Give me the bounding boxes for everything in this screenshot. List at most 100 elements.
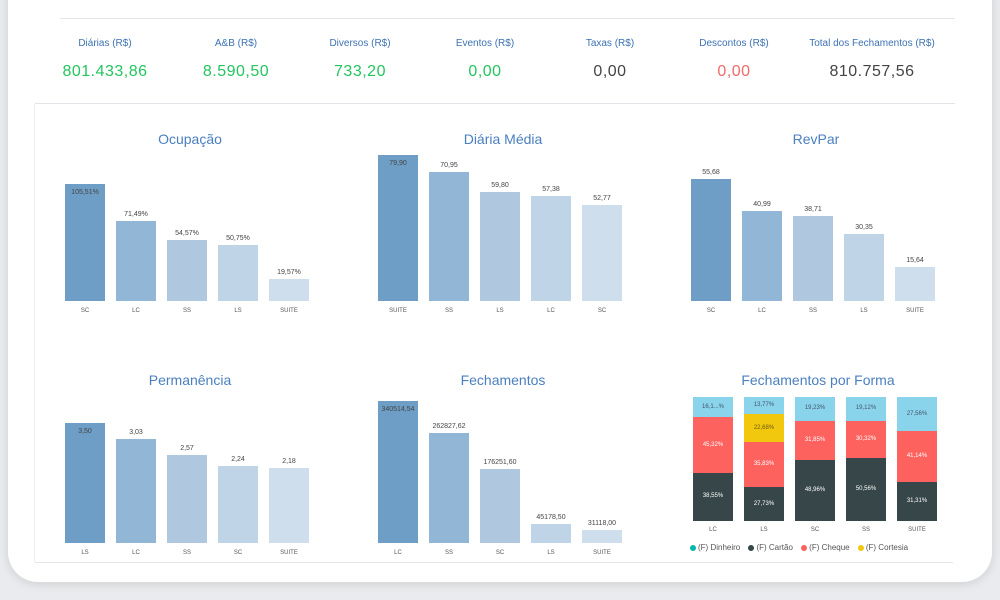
stacked-bar-ss[interactable]: 50,56% 30,32% 19,12% xyxy=(846,397,886,521)
chart-fechamentos[interactable]: Fechamentos 340514,54 LC 262827,62 SS 176251… xyxy=(373,372,633,562)
category-label: SUITE xyxy=(908,527,926,533)
legend-item-cartao[interactable]: (F) Cartão xyxy=(748,543,793,552)
bar-value-label: 3,50 xyxy=(78,428,92,435)
bar-sc[interactable] xyxy=(218,466,258,543)
segment--f-cart-o[interactable]: 38,55% xyxy=(693,473,733,521)
bar-value-label: 71,49% xyxy=(124,211,148,218)
bar-sc[interactable] xyxy=(65,184,105,301)
kpi-descontos[interactable]: Descontos (R$) 0,00 xyxy=(669,38,799,81)
segment--f-dinheiro[interactable]: 27,56% xyxy=(897,397,937,432)
segment--f-dinheiro[interactable]: 16,1...% xyxy=(693,397,733,418)
category-label: SC xyxy=(80,308,90,314)
stacked-bar-ls[interactable]: 27,73% 35,83% 22,68% 13,77% xyxy=(744,397,784,521)
bar-value-label: 2,57 xyxy=(180,445,194,452)
stacked-bar-lc[interactable]: 38,55% 45,32% 16,1...% xyxy=(693,397,733,521)
bar-ss[interactable] xyxy=(167,455,207,543)
kpi-value: 0,00 xyxy=(468,63,502,80)
bar-lc[interactable] xyxy=(742,211,782,301)
chart-ocupacao[interactable]: Ocupação 105,51% SC 71,49% LC 54,57% SS 50,75%… xyxy=(60,131,320,321)
segment--f-cart-o[interactable]: 31,31% xyxy=(897,482,937,521)
kpi-ab[interactable]: A&B (R$) 8.590,50 xyxy=(171,38,301,81)
segment--f-dinheiro[interactable]: 19,23% xyxy=(795,396,835,421)
bar-sc[interactable] xyxy=(691,179,731,301)
kpi-total-fechamentos[interactable]: Total dos Fechamentos (R$) 810.757,56 xyxy=(807,38,937,81)
bar-area: 105,51% SC 71,49% LC 54,57% SS 50,75% LS 19,57% S… xyxy=(60,173,320,314)
chart-diaria-media[interactable]: Diária Média 79,90 SUITE 70,95 SS 59,80 LS 57,… xyxy=(373,131,633,321)
kpi-value: 810.757,56 xyxy=(829,63,915,80)
bar-suite[interactable] xyxy=(582,530,622,543)
bar-ls[interactable] xyxy=(65,423,105,543)
bar-value-label: 3,03 xyxy=(129,429,143,436)
bar-sc[interactable] xyxy=(582,205,622,301)
bar-value-label: 55,68 xyxy=(702,169,720,176)
segment--f-dinheiro[interactable]: 19,12% xyxy=(846,397,886,421)
category-label: LC xyxy=(709,527,717,533)
legend-label: (F) Cortesia xyxy=(865,543,909,552)
bar-value-label: 38,71 xyxy=(804,206,822,213)
segment--f-cart-o[interactable]: 50,56% xyxy=(846,458,886,521)
stacked-bar-suite[interactable]: 31,31% 41,14% 27,56% xyxy=(897,397,937,521)
bar-ls[interactable] xyxy=(480,192,520,301)
bar-value-label: 50,75% xyxy=(226,235,250,242)
legend-item-cheque[interactable]: (F) Cheque xyxy=(801,543,850,552)
bar-suite[interactable] xyxy=(895,267,935,301)
category-label: LC xyxy=(758,308,766,314)
bar-ss[interactable] xyxy=(429,172,469,301)
category-label: LS xyxy=(760,527,768,533)
segment--f-cart-o[interactable]: 48,96% xyxy=(795,460,835,521)
segment--f-cheque[interactable]: 35,83% xyxy=(744,442,784,487)
bar-lc[interactable] xyxy=(116,221,156,301)
segment--f-cheque[interactable]: 31,85% xyxy=(795,420,835,461)
divider-top xyxy=(60,18,955,19)
bar-sc[interactable] xyxy=(480,469,520,543)
category-label: LS xyxy=(496,308,504,314)
bar-value-label: 57,38 xyxy=(542,186,560,193)
bar-value-label: 30,35 xyxy=(855,224,873,231)
kpi-taxas[interactable]: Taxas (R$) 0,00 xyxy=(545,38,675,81)
bar-ls[interactable] xyxy=(531,524,571,543)
bar-ls[interactable] xyxy=(218,245,258,301)
segment--f-cortesia[interactable]: 22,68% xyxy=(744,414,784,443)
legend-item-cortesia[interactable]: (F) Cortesia xyxy=(857,543,909,552)
bar-lc[interactable] xyxy=(116,439,156,543)
segment--f-cheque[interactable]: 45,32% xyxy=(693,417,733,474)
legend-dot xyxy=(801,544,808,551)
category-label: SC xyxy=(810,527,820,533)
chart-revpar[interactable]: RevPar 55,68 SC 40,99 LC 38,71 SS 30,35 LS 15,64… xyxy=(686,131,946,321)
kpi-label: Diárias (R$) xyxy=(78,38,132,49)
kpi-eventos[interactable]: Eventos (R$) 0,00 xyxy=(420,38,550,81)
bar-ss[interactable] xyxy=(429,433,469,543)
legend-label: (F) Dinheiro xyxy=(698,543,741,552)
category-label: SUITE xyxy=(593,550,611,556)
bar-suite[interactable] xyxy=(269,468,309,543)
bar-ss[interactable] xyxy=(793,216,833,301)
bar-suite[interactable] xyxy=(269,279,309,301)
segment--f-cart-o[interactable]: 27,73% xyxy=(744,486,784,521)
bar-area: 55,68 SC 40,99 LC 38,71 SS 30,35 LS 15,64 SUITE xyxy=(686,165,946,314)
legend-item-dinheiro[interactable]: (F) Dinheiro xyxy=(690,543,740,552)
segment--f-cheque[interactable]: 41,14% xyxy=(897,431,937,483)
bar-ss[interactable] xyxy=(167,240,207,301)
bar-area: 38,55% 45,32% 16,1...% LC 27,73% 35,83% 22,68%… xyxy=(688,396,948,533)
chart-title: Permanência xyxy=(148,372,232,388)
chart-fechamentos-por-forma[interactable]: Fechamentos por Forma 38,55% 45,32% 16,1..… xyxy=(688,372,948,562)
kpi-value: 0,00 xyxy=(717,63,751,80)
category-label: SS xyxy=(444,308,453,314)
segment--f-dinheiro[interactable]: 13,77% xyxy=(744,397,784,415)
kpi-label: Total dos Fechamentos (R$) xyxy=(809,38,935,49)
segment--f-cheque[interactable]: 30,32% xyxy=(846,420,886,459)
bar-area: 340514,54 LC 262827,62 SS 176251,60 SC 45178,5… xyxy=(373,399,633,556)
category-label: LS xyxy=(547,550,555,556)
bar-suite[interactable] xyxy=(378,155,418,301)
kpi-diversos[interactable]: Diversos (R$) 733,20 xyxy=(295,38,425,81)
bar-lc[interactable] xyxy=(531,196,571,301)
chart-permanencia[interactable]: Permanência 3,50 LS 3,03 LC 2,57 SS 2,24 SC 2,18… xyxy=(60,372,320,562)
bar-lc[interactable] xyxy=(378,401,418,543)
bar-value-label: 19,57% xyxy=(277,269,301,276)
stacked-bar-sc[interactable]: 48,96% 31,85% 19,23% xyxy=(795,396,835,521)
category-label: SUITE xyxy=(280,308,298,314)
kpi-diarias[interactable]: Diárias (R$) 801.433,86 xyxy=(40,38,170,81)
kpi-value: 8.590,50 xyxy=(202,63,270,80)
bar-ls[interactable] xyxy=(844,234,884,301)
bar-value-label: 40,99 xyxy=(753,201,771,208)
